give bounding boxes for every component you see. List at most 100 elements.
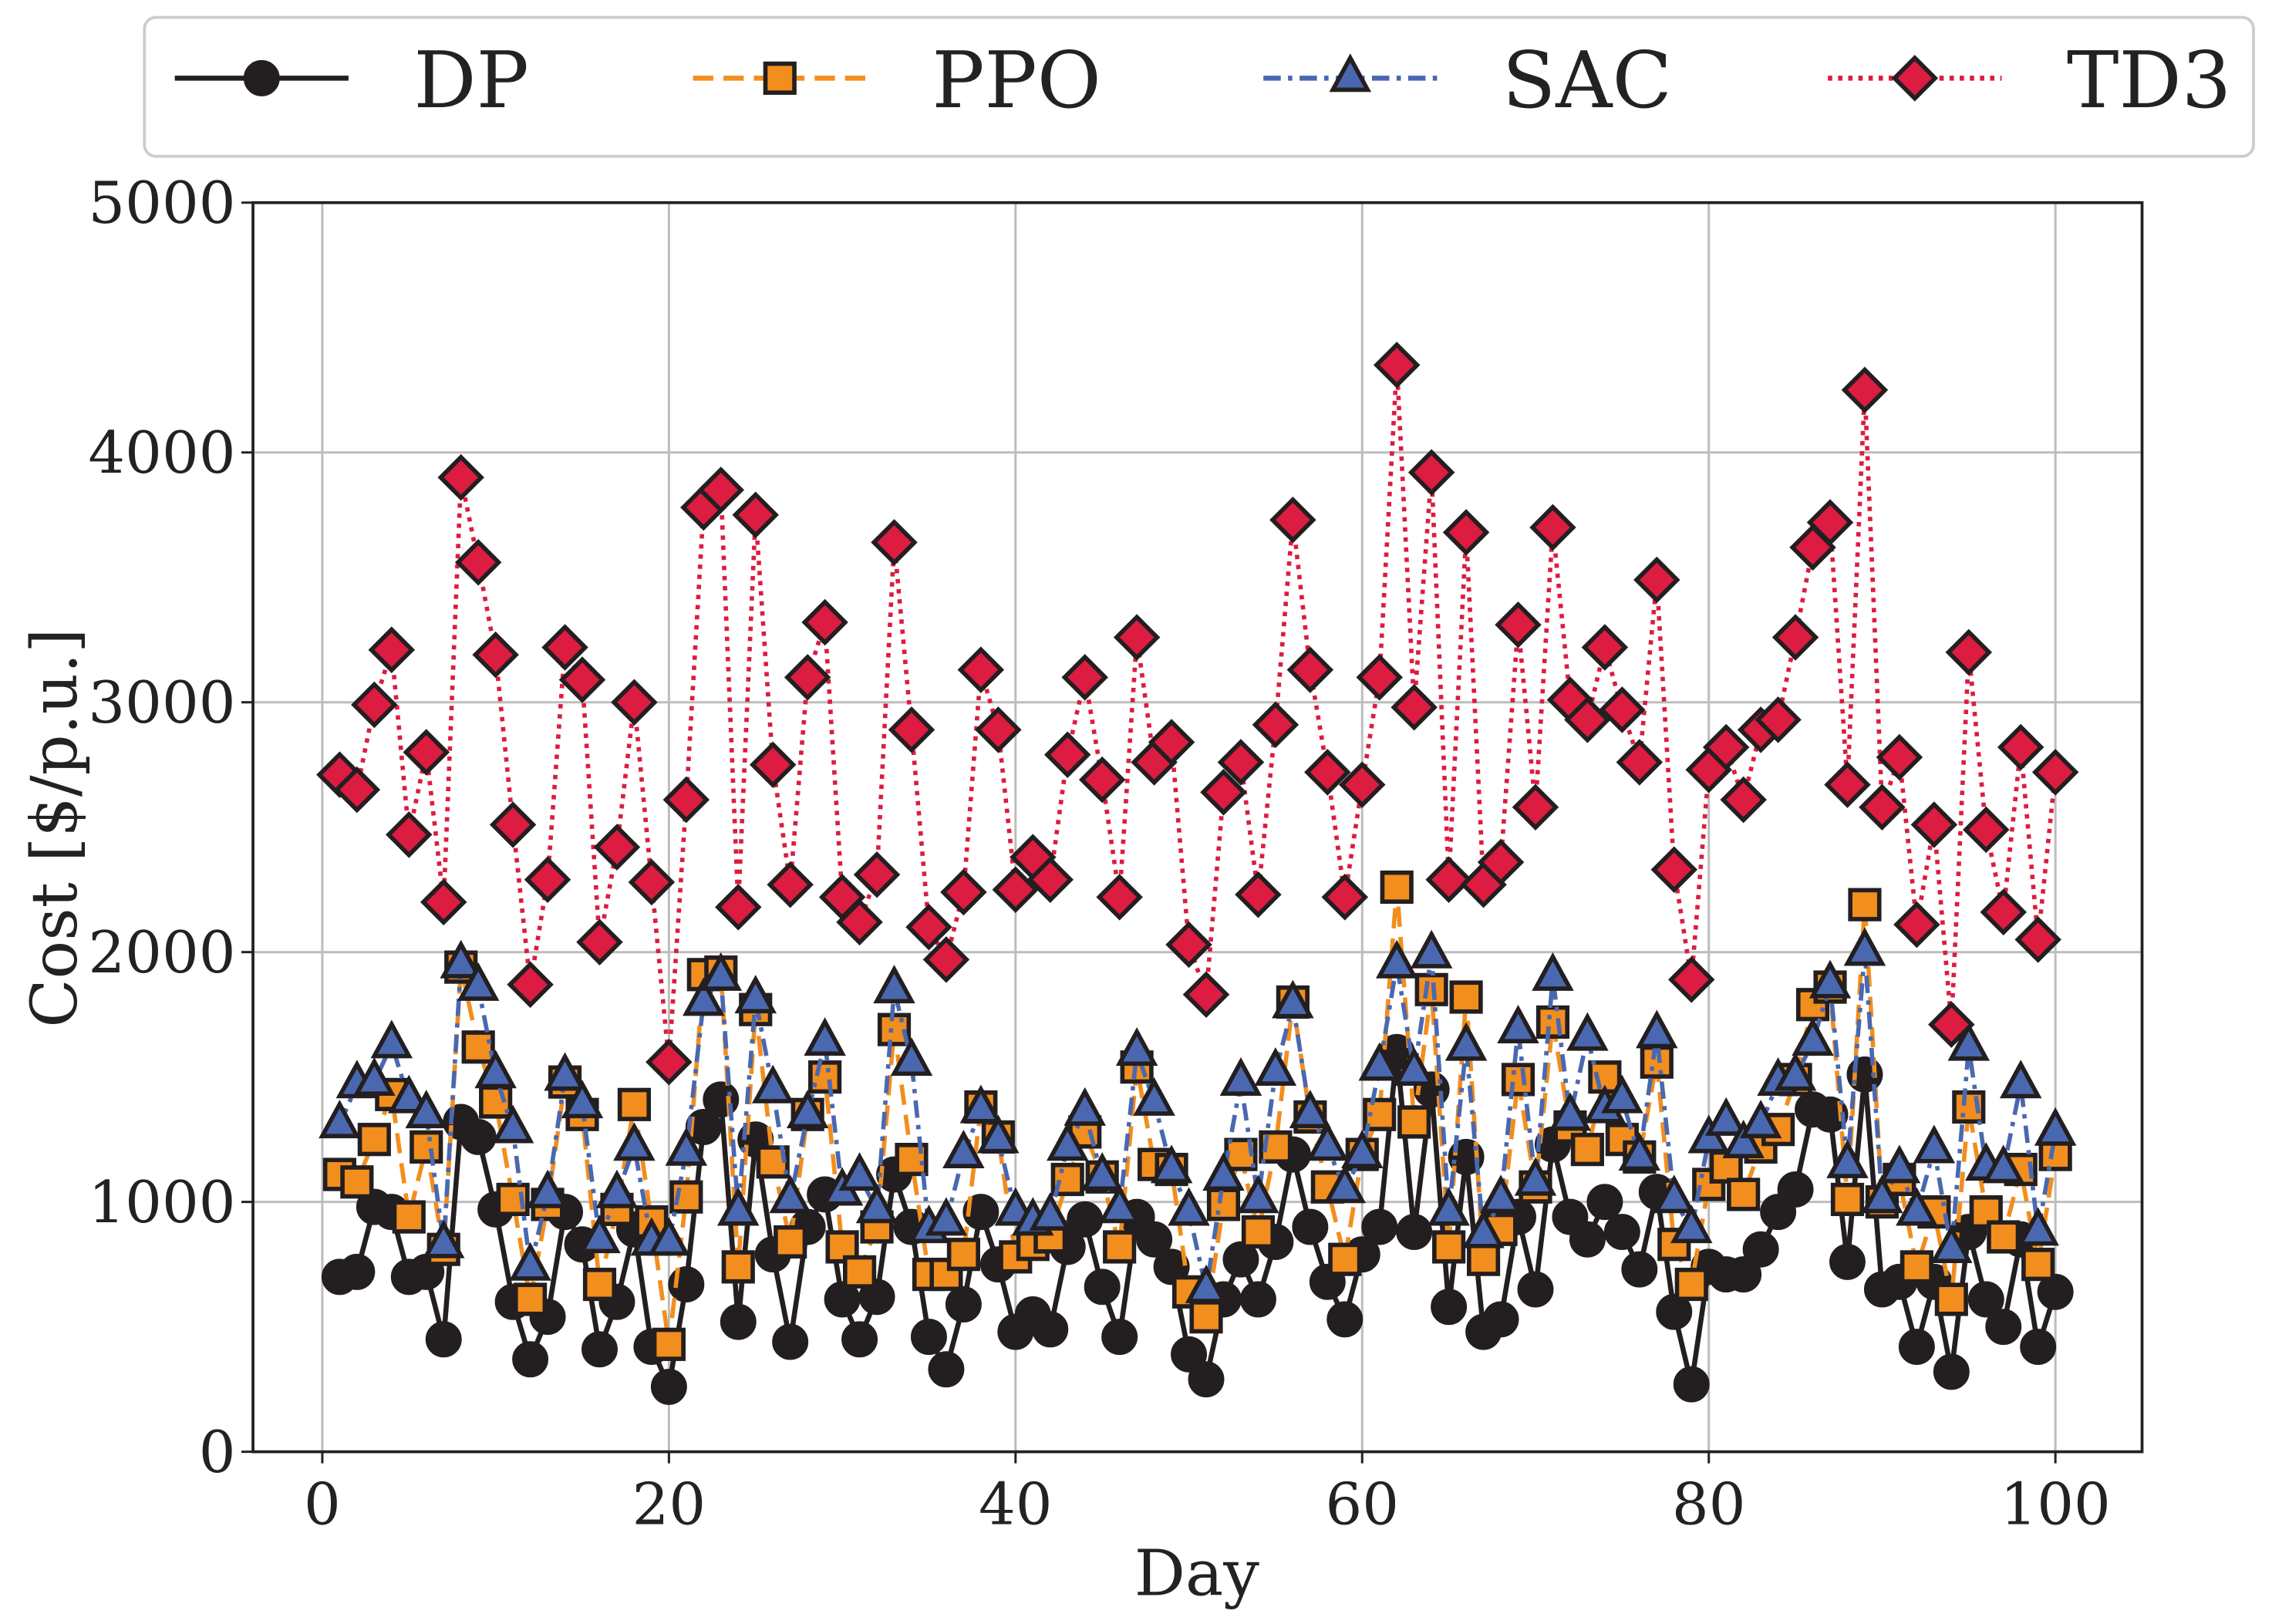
- td3-point: [1061, 654, 1108, 701]
- dp-point: [1656, 1293, 1693, 1330]
- sac-point: [544, 1052, 586, 1091]
- dp-point: [841, 1321, 878, 1358]
- dp-point: [1396, 1214, 1433, 1251]
- td3-point: [1859, 783, 1906, 831]
- td3-point: [558, 656, 606, 703]
- td3-point: [1235, 871, 1282, 918]
- sac-point: [1428, 1187, 1470, 1226]
- sac-point: [1636, 1009, 1678, 1049]
- dp-point: [720, 1303, 757, 1340]
- ppo-point: [774, 1225, 807, 1259]
- td3-point: [1667, 956, 1715, 1003]
- ppo-point: [1432, 1230, 1466, 1264]
- td3-point: [992, 866, 1040, 913]
- sac-point: [1739, 1100, 1782, 1139]
- dp-point: [824, 1281, 861, 1318]
- series-layer: [316, 342, 2079, 1405]
- td3-point: [888, 706, 935, 753]
- sac-point: [1358, 1042, 1401, 1081]
- td3-point: [1963, 806, 2010, 854]
- dp-point: [1188, 1361, 1225, 1398]
- td3-point: [1148, 719, 1195, 766]
- ppo-point: [410, 1130, 443, 1164]
- dp-point: [512, 1341, 549, 1378]
- sac-point: [1843, 927, 1886, 966]
- sac-point: [405, 1090, 448, 1129]
- series-ppo: [322, 870, 2072, 1361]
- ppo-point: [1380, 870, 1414, 905]
- sac-line: [337, 952, 2058, 1290]
- ppo-point: [357, 1123, 391, 1157]
- sac-point: [1861, 1174, 1903, 1214]
- ppo-point: [1535, 1005, 1570, 1039]
- x-tick-label: 60: [1325, 1470, 1399, 1538]
- dp-point: [1239, 1281, 1276, 1318]
- dp-point: [945, 1286, 982, 1322]
- td3-point: [1997, 723, 2044, 771]
- sac-point: [578, 1215, 621, 1254]
- sac-point: [509, 1242, 551, 1281]
- dp-point: [1292, 1208, 1329, 1245]
- sac-point: [1982, 1144, 2025, 1184]
- td3-point: [1945, 628, 1993, 676]
- sac-point: [855, 1184, 898, 1224]
- sac-point: [1046, 1122, 1089, 1161]
- td3-point: [836, 898, 883, 946]
- sac-point: [1272, 979, 1314, 1019]
- sac-point: [1601, 1074, 1643, 1114]
- td3-point: [1200, 769, 1247, 816]
- ppo-point: [340, 1165, 374, 1199]
- td3-point: [801, 598, 848, 646]
- x-tick-label: 20: [632, 1470, 706, 1538]
- sac-point: [804, 1017, 846, 1056]
- ppo-point: [946, 1238, 980, 1272]
- series-sac: [319, 927, 2077, 1303]
- dp-point: [1603, 1214, 1640, 1251]
- ppo-point: [1466, 1242, 1501, 1276]
- y-tick-label: 1000: [88, 1168, 235, 1236]
- sac-point: [440, 939, 482, 979]
- td3-point: [1373, 342, 1421, 389]
- td3-point: [386, 811, 433, 858]
- sac-point: [648, 1217, 690, 1256]
- sac-point: [388, 1074, 430, 1114]
- td3-point: [1633, 556, 1680, 604]
- td3-point: [853, 851, 901, 898]
- dp-point: [1084, 1269, 1121, 1306]
- td3-point: [1599, 686, 1646, 733]
- ppo-point: [1570, 1133, 1604, 1167]
- sac-point: [422, 1219, 465, 1258]
- sac-point: [786, 1090, 829, 1129]
- sac-point: [491, 1104, 534, 1144]
- sac-point: [925, 1197, 968, 1236]
- x-tick-label: 80: [1672, 1470, 1746, 1538]
- sac-point: [1306, 1122, 1349, 1161]
- x-tick-label: 100: [2001, 1470, 2111, 1538]
- sac-point: [959, 1084, 1003, 1124]
- td3-point: [1841, 366, 1889, 414]
- sac-point: [1029, 1191, 1072, 1231]
- dp-point: [772, 1323, 809, 1360]
- dp-point: [1742, 1231, 1779, 1268]
- td3-point: [1078, 756, 1126, 804]
- td3-point: [593, 824, 641, 871]
- sac-point: [1410, 929, 1453, 969]
- legend-label-sac: SAC: [1502, 35, 1672, 126]
- sac-point: [1168, 1187, 1210, 1226]
- dp-point: [1933, 1353, 1970, 1390]
- td3-point: [507, 961, 554, 1009]
- sac-point: [1774, 1052, 1817, 1091]
- ppo-point: [1501, 1063, 1535, 1097]
- sac-point: [1340, 1129, 1384, 1168]
- sac-point: [734, 975, 777, 1014]
- legend-label-ppo: PPO: [932, 35, 1101, 126]
- sac-point: [977, 1114, 1020, 1154]
- td3-point: [437, 453, 484, 501]
- series-td3: [316, 342, 2079, 1086]
- plot-frame: [251, 200, 2144, 1454]
- ppo-point: [1397, 1105, 1431, 1139]
- td3-point: [1581, 624, 1629, 671]
- td3-point: [489, 801, 537, 848]
- sac-point: [1549, 1092, 1592, 1131]
